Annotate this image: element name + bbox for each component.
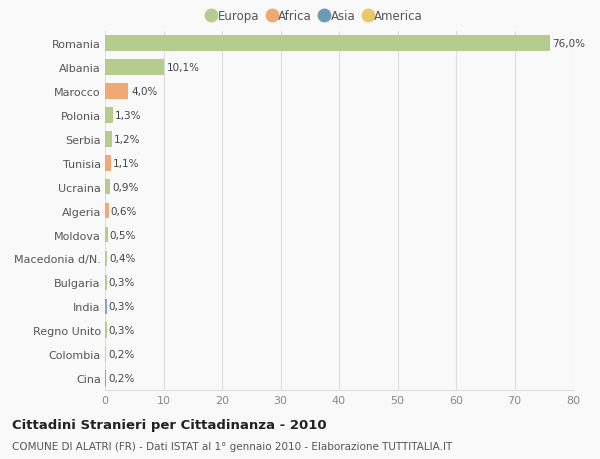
Bar <box>105 203 109 219</box>
Bar <box>105 156 112 171</box>
Text: 0,3%: 0,3% <box>109 302 135 312</box>
Text: 1,3%: 1,3% <box>115 111 141 121</box>
Text: 0,5%: 0,5% <box>110 230 136 240</box>
Text: 1,1%: 1,1% <box>113 158 140 168</box>
Text: 0,9%: 0,9% <box>112 182 139 192</box>
Bar <box>105 323 107 338</box>
Bar <box>105 275 107 291</box>
Bar <box>105 299 107 314</box>
Bar <box>105 60 164 76</box>
Text: 1,2%: 1,2% <box>114 134 140 145</box>
Bar <box>105 370 106 386</box>
Legend: Europa, Africa, Asia, America: Europa, Africa, Asia, America <box>208 10 423 22</box>
Text: 4,0%: 4,0% <box>131 87 158 97</box>
Bar <box>105 108 113 123</box>
Bar <box>105 347 106 362</box>
Bar <box>105 227 108 243</box>
Text: 0,2%: 0,2% <box>108 349 134 359</box>
Text: COMUNE DI ALATRI (FR) - Dati ISTAT al 1° gennaio 2010 - Elaborazione TUTTITALIA.: COMUNE DI ALATRI (FR) - Dati ISTAT al 1°… <box>12 441 452 451</box>
Bar <box>105 251 107 267</box>
Text: 0,6%: 0,6% <box>110 206 137 216</box>
Text: 0,3%: 0,3% <box>109 278 135 288</box>
Bar <box>105 179 110 195</box>
Text: 10,1%: 10,1% <box>167 63 200 73</box>
Bar <box>105 132 112 147</box>
Text: Cittadini Stranieri per Cittadinanza - 2010: Cittadini Stranieri per Cittadinanza - 2… <box>12 418 326 431</box>
Text: 0,4%: 0,4% <box>109 254 136 264</box>
Text: 0,2%: 0,2% <box>108 373 134 383</box>
Bar <box>105 84 128 100</box>
Text: 0,3%: 0,3% <box>109 325 135 336</box>
Bar <box>105 36 550 52</box>
Text: 76,0%: 76,0% <box>553 39 586 49</box>
